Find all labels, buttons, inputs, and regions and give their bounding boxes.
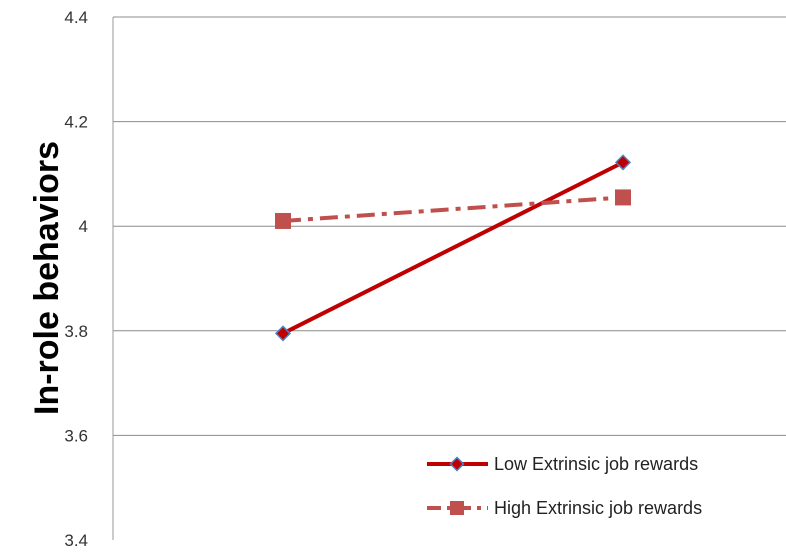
y-tick-label: 4 bbox=[79, 217, 88, 236]
legend-marker-diamond bbox=[449, 456, 465, 472]
legend-marker-square bbox=[450, 501, 464, 515]
series-2 bbox=[275, 189, 631, 229]
y-tick-label: 3.6 bbox=[64, 426, 88, 445]
legend: Low Extrinsic job rewards High Extrinsic … bbox=[427, 454, 702, 518]
y-axis-title: In-role behaviors bbox=[28, 141, 66, 415]
series-line bbox=[282, 160, 624, 336]
y-tick-label: 3.4 bbox=[64, 531, 88, 550]
legend-item-1: Low Extrinsic job rewards bbox=[427, 454, 698, 474]
y-tick-label: 4.4 bbox=[64, 8, 88, 27]
series-line bbox=[282, 195, 624, 223]
data-point-diamond bbox=[614, 154, 632, 171]
legend-label: High Extrinsic job rewards bbox=[494, 498, 702, 518]
y-tick-labels: 3.4 3.6 3.8 4 4.2 4.4 bbox=[64, 8, 88, 550]
gridlines bbox=[113, 16, 786, 436]
y-tick-label: 4.2 bbox=[64, 113, 88, 132]
series-layer bbox=[274, 154, 632, 342]
data-point-square bbox=[615, 189, 631, 206]
data-point-square bbox=[275, 212, 291, 229]
legend-label: Low Extrinsic job rewards bbox=[494, 454, 698, 474]
data-point-diamond bbox=[274, 325, 292, 342]
legend-item-2: High Extrinsic job rewards bbox=[427, 498, 702, 518]
y-tick-label: 3.8 bbox=[64, 322, 88, 341]
series-1 bbox=[274, 154, 632, 342]
